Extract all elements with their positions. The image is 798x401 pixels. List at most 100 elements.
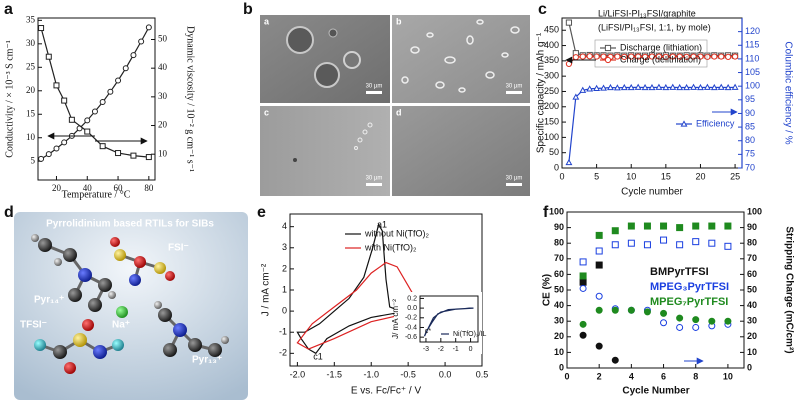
- sub-label: d: [396, 107, 402, 117]
- y2-tick-label: 120: [745, 26, 760, 36]
- data-point: [708, 317, 716, 325]
- data-point: [611, 227, 619, 235]
- ion-label: Pyr₁₄⁺: [34, 295, 64, 306]
- data-point: [595, 247, 603, 255]
- scale-bar-label: 30 µm: [366, 176, 383, 182]
- scale-bar: [366, 91, 382, 94]
- y2-tick-label: 80: [747, 238, 757, 248]
- data-point: [595, 342, 603, 350]
- data-point: [680, 120, 688, 127]
- chart: 0 2 4 6 8 10010203040506070809010001020304050…: [542, 206, 795, 396]
- y-tick-label: -0.2: [405, 315, 417, 322]
- panel-label: c: [538, 1, 547, 18]
- data-point: [579, 258, 587, 266]
- data-point: [676, 241, 684, 249]
- y-tick-label: 250: [544, 86, 559, 96]
- y2-tick-label: 90: [745, 108, 755, 118]
- scale-bar-label: 30 µm: [506, 176, 523, 182]
- data-point: [725, 53, 732, 60]
- data-point: [660, 236, 668, 244]
- molecule-illustration: Pyrrolidinium based RTILs for SIBs FSI⁻ …: [14, 212, 248, 400]
- data-point: [586, 53, 593, 60]
- y2-tick-label: 50: [747, 284, 757, 294]
- y-tick-label: 90: [554, 222, 564, 232]
- x-tick-label: -0.5: [400, 369, 416, 379]
- spot: [293, 158, 297, 162]
- x-tick-label: 80: [144, 183, 154, 193]
- data-point: [572, 54, 579, 61]
- data-point: [579, 278, 587, 286]
- data-point: [676, 224, 684, 232]
- y2-tick-label: 10: [158, 148, 168, 158]
- y-tick-label: -0.4: [405, 324, 417, 331]
- data-point: [130, 152, 137, 159]
- legend-label: BMPyrTFSI: [650, 266, 709, 278]
- y-tick-label: -2: [279, 348, 287, 358]
- data-point: [692, 238, 700, 246]
- x-tick-label: 6: [661, 371, 666, 381]
- data-point: [627, 83, 635, 91]
- data-point: [91, 108, 98, 115]
- chart: -3 -2 -1 0 0.2 0.0 -0.2 -0.4 -0.6 J/ mA cm⁻² Ni(Tf…: [391, 295, 486, 353]
- crater: [343, 51, 361, 69]
- data-point: [731, 53, 739, 60]
- chart: -2.0 -1.5 -1.0 -0.5 0.0 0.5 -2 -1 0 1 2 3 4 E vs. Fc/…: [261, 213, 488, 397]
- legend-label: Discharge (lithiation): [620, 42, 702, 52]
- data-point: [579, 331, 587, 339]
- data-point: [572, 93, 580, 100]
- data-point: [724, 242, 732, 250]
- y-tick-label: 40: [554, 300, 564, 310]
- plot-frame: [37, 17, 156, 181]
- data-point: [593, 53, 600, 60]
- data-point: [138, 38, 145, 45]
- data-point: [593, 84, 601, 91]
- data-point: [724, 83, 732, 91]
- illustration-title: Pyrrolidinium based RTILs for SIBs: [46, 219, 214, 230]
- x-tick-label: -2.0: [290, 369, 306, 379]
- scale-bar: [506, 183, 522, 186]
- y-axis-title: Specific capacity / mAh g⁻¹: [536, 32, 547, 153]
- data-point: [620, 83, 628, 91]
- annotation: c*: [425, 328, 432, 335]
- data-point: [662, 83, 670, 91]
- panel-label: e: [257, 204, 266, 221]
- data-point: [683, 83, 691, 91]
- y-tick-label: 200: [544, 101, 559, 111]
- data-point: [68, 116, 75, 123]
- x-tick-label: 20: [52, 183, 62, 193]
- data-point: [586, 85, 594, 92]
- y-tick-label: 0: [559, 362, 564, 372]
- y2-tick-label: 105: [745, 67, 760, 77]
- data-point: [643, 222, 651, 230]
- data-point: [697, 83, 704, 91]
- sem-image: [392, 106, 530, 196]
- y2-axis-title: Dynamic viscosity / 10⁻² g cm⁻¹ s⁻¹: [185, 26, 196, 172]
- y2-tick-label: 95: [745, 94, 755, 104]
- crater: [328, 28, 338, 38]
- x-tick-label: -2: [438, 346, 444, 353]
- legend-label: without Ni(TfO)₂: [364, 228, 430, 238]
- y2-tick-label: 85: [745, 121, 755, 131]
- sub-label: c: [264, 107, 269, 117]
- data-point: [662, 53, 669, 60]
- data-point: [676, 53, 683, 60]
- y-tick-label: 3: [282, 242, 287, 252]
- x-tick-label: 10: [626, 171, 636, 181]
- data-point: [711, 53, 718, 60]
- panel-label: d: [4, 204, 14, 221]
- y2-tick-label: 30: [747, 316, 757, 326]
- data-point: [708, 222, 716, 230]
- data-point: [99, 99, 106, 106]
- data-point: [621, 53, 628, 60]
- y-tick-label: 35: [26, 14, 36, 24]
- y-axis-title: J / mA cm⁻²: [261, 263, 272, 316]
- legend-label: MPEG₃PyrTFSI: [650, 281, 729, 293]
- series-line: [40, 27, 149, 158]
- y-tick-label: 50: [554, 284, 564, 294]
- ion-label: Na⁺: [112, 320, 130, 331]
- y2-tick-label: 20: [158, 120, 168, 130]
- y-tick-label: 60: [554, 269, 564, 279]
- data-point: [692, 323, 700, 331]
- legend-label: MPEG₇PyrTFSI: [650, 296, 728, 308]
- data-point: [643, 241, 651, 249]
